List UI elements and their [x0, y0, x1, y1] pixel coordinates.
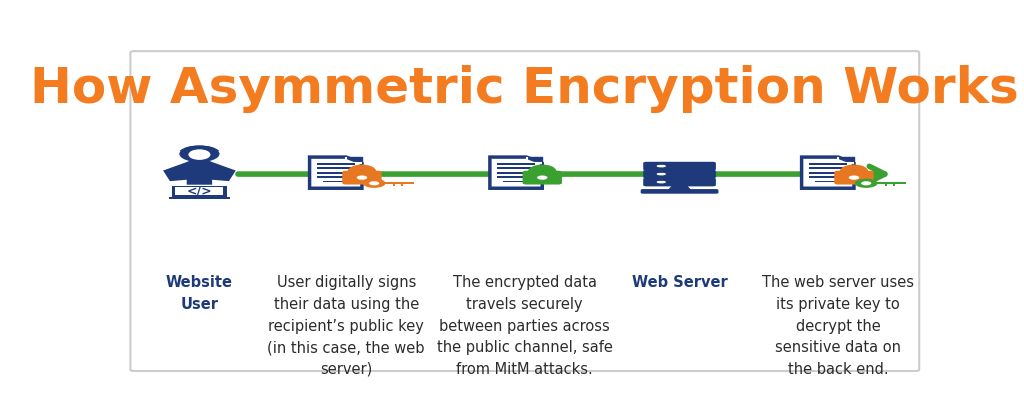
Polygon shape: [668, 185, 691, 190]
FancyBboxPatch shape: [498, 163, 535, 165]
FancyBboxPatch shape: [815, 181, 841, 182]
Circle shape: [658, 165, 665, 167]
Wedge shape: [179, 145, 219, 154]
Circle shape: [658, 181, 665, 183]
FancyBboxPatch shape: [316, 176, 354, 178]
FancyBboxPatch shape: [323, 181, 349, 182]
Text: User digitally signs
their data using the
recipient’s public key
(in this case, : User digitally signs their data using th…: [267, 275, 425, 377]
FancyBboxPatch shape: [643, 178, 716, 186]
Circle shape: [656, 181, 663, 183]
Circle shape: [849, 176, 859, 180]
Circle shape: [356, 176, 368, 180]
FancyBboxPatch shape: [342, 171, 382, 184]
Polygon shape: [526, 157, 543, 163]
FancyBboxPatch shape: [498, 172, 535, 173]
FancyBboxPatch shape: [893, 184, 895, 186]
Polygon shape: [802, 157, 854, 188]
Circle shape: [179, 146, 219, 162]
FancyBboxPatch shape: [835, 171, 873, 184]
FancyBboxPatch shape: [130, 51, 920, 371]
FancyBboxPatch shape: [809, 172, 847, 173]
Circle shape: [362, 178, 385, 188]
Text: The web server uses
its private key to
decrypt the
sensitive data on
the back en: The web server uses its private key to d…: [762, 275, 914, 377]
Ellipse shape: [188, 149, 211, 160]
FancyBboxPatch shape: [809, 176, 847, 178]
Polygon shape: [163, 158, 236, 185]
FancyBboxPatch shape: [172, 186, 226, 197]
FancyBboxPatch shape: [522, 171, 562, 184]
FancyBboxPatch shape: [316, 163, 354, 165]
Polygon shape: [489, 157, 543, 188]
Text: The encrypted data
travels securely
between parties across
the public channel, s: The encrypted data travels securely betw…: [437, 275, 612, 377]
Circle shape: [369, 181, 379, 185]
Polygon shape: [346, 157, 361, 163]
Circle shape: [660, 165, 666, 167]
Circle shape: [861, 181, 871, 185]
FancyBboxPatch shape: [873, 182, 906, 184]
FancyBboxPatch shape: [392, 184, 394, 186]
Text: Web Server: Web Server: [632, 275, 727, 291]
Circle shape: [658, 173, 665, 175]
FancyBboxPatch shape: [641, 189, 719, 194]
FancyBboxPatch shape: [643, 170, 716, 178]
FancyBboxPatch shape: [169, 197, 230, 199]
FancyBboxPatch shape: [400, 184, 403, 186]
FancyBboxPatch shape: [503, 181, 529, 182]
FancyBboxPatch shape: [316, 168, 354, 169]
Circle shape: [660, 173, 666, 175]
Text: </>: </>: [186, 184, 212, 197]
FancyBboxPatch shape: [381, 182, 414, 184]
FancyBboxPatch shape: [498, 168, 535, 169]
Text: Website
User: Website User: [166, 275, 232, 312]
FancyBboxPatch shape: [316, 172, 354, 173]
FancyBboxPatch shape: [885, 184, 887, 186]
Circle shape: [855, 178, 878, 188]
Polygon shape: [309, 157, 361, 188]
FancyBboxPatch shape: [809, 163, 847, 165]
FancyBboxPatch shape: [498, 176, 535, 178]
Polygon shape: [839, 157, 854, 163]
FancyBboxPatch shape: [809, 168, 847, 169]
FancyBboxPatch shape: [643, 162, 716, 171]
Circle shape: [660, 181, 666, 183]
FancyBboxPatch shape: [175, 187, 223, 196]
Circle shape: [656, 165, 663, 167]
Circle shape: [656, 173, 663, 175]
Text: How Asymmetric Encryption Works: How Asymmetric Encryption Works: [31, 65, 1019, 112]
Circle shape: [537, 176, 548, 180]
